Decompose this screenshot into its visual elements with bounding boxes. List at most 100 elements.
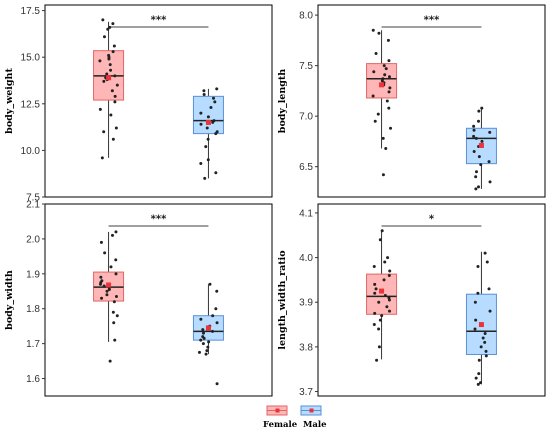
male-mean-marker [478,142,484,148]
female-data-point [108,63,112,67]
male-data-point [480,139,484,143]
female-data-point [102,35,106,39]
female-data-point [111,137,115,141]
male-data-point [215,321,219,325]
female-data-point [114,272,118,276]
male-data-point [201,331,205,335]
female-data-point [98,282,102,286]
male-data-point [474,136,478,140]
male-data-point [204,352,208,356]
female-data-point [387,90,391,94]
male-data-point [211,314,215,318]
male-mean-marker [205,325,211,331]
panel-body-weight: 7.5 10.0 12.5 15.0 17.5 body_weight *** [4,4,273,204]
female-data-point [111,50,115,54]
y-tick-label: 3.9 [299,298,313,309]
significance-label: *** [151,214,167,225]
y-tick-label: 3.8 [299,342,313,353]
y-tick-label: 10.0 [21,146,41,157]
male-data-point [199,111,203,115]
y-tick-label: 1.6 [26,374,40,385]
y-axis-label: body_width [4,270,15,330]
female-data-point [114,258,118,262]
female-mean-marker [379,82,385,88]
female-data-point [383,73,387,77]
y-tick-label: 2.1 [26,200,40,211]
female-data-point [382,64,386,68]
male-data-point [481,336,485,340]
y-tick-label: 17.5 [21,6,41,17]
female-data-point [105,72,109,76]
male-data-point [472,124,476,128]
female-data-point [110,89,114,93]
female-data-point [387,298,391,302]
female-data-point [383,294,387,298]
female-data-point [387,75,391,79]
panel-frame [317,203,546,397]
male-data-point [477,109,481,113]
male-data-point [476,382,480,386]
female-data-point [384,67,388,71]
male-data-point [205,126,209,130]
female-data-point [109,113,113,117]
female-data-point [113,338,117,342]
female-data-point [113,94,117,98]
male-data-point [215,382,219,386]
female-data-point [377,345,381,349]
female-data-point [114,230,118,234]
female-mean-marker [379,288,385,294]
female-data-point [374,287,378,291]
female-data-point [99,275,103,279]
male-data-point [204,145,208,149]
male-data-point [199,122,203,126]
female-data-point [380,79,384,83]
female-data-point [110,233,114,237]
female-data-point [372,70,376,74]
female-data-point [107,57,111,61]
male-data-point [199,338,203,342]
male-data-point [208,282,212,286]
legend-label-female: Female [263,420,298,430]
y-tick-label: 1.7 [26,339,40,350]
female-data-point [378,238,382,242]
female-data-point [377,300,381,304]
female-data-point [101,18,105,22]
female-data-point [386,256,390,260]
panel-frame [44,203,273,397]
female-data-point [387,273,391,277]
female-data-point [108,359,112,363]
panel-body-length: 6.5 7.0 7.5 8.0 body_length *** [277,4,546,198]
female-data-point [388,269,392,273]
y-tick-label: 6.5 [299,162,313,173]
female-data-point [99,240,103,244]
female-data-point [377,327,381,331]
female-data-point [387,296,391,300]
female-data-point [371,94,375,98]
female-data-point [115,314,119,318]
female-data-point [109,265,113,269]
female-data-point [105,289,109,293]
female-data-point [102,79,106,83]
female-data-point [381,136,385,140]
female-data-point [380,229,384,233]
male-data-point [484,349,488,353]
male-data-point [488,180,492,184]
male-data-point [199,317,203,321]
male-data-point [201,328,205,332]
male-data-point [472,134,476,138]
female-data-point [106,27,110,31]
female-data-point [113,100,117,104]
male-data-point [474,376,478,380]
male-data-point [476,265,480,269]
panel-length-width-ratio: 3.7 3.8 3.9 4.0 4.1 length_width_ratio * [277,203,546,398]
female-data-point [112,44,116,48]
male-data-point [215,87,219,91]
female-data-point [114,126,118,130]
y-tick-label: 8.0 [299,11,313,22]
y-tick-label: 2.0 [26,234,40,245]
male-data-point [205,349,209,353]
y-tick-label: 1.8 [26,304,40,315]
male-data-point [488,130,492,134]
y-tick-label: 7.5 [26,193,40,204]
female-data-point [111,310,115,314]
